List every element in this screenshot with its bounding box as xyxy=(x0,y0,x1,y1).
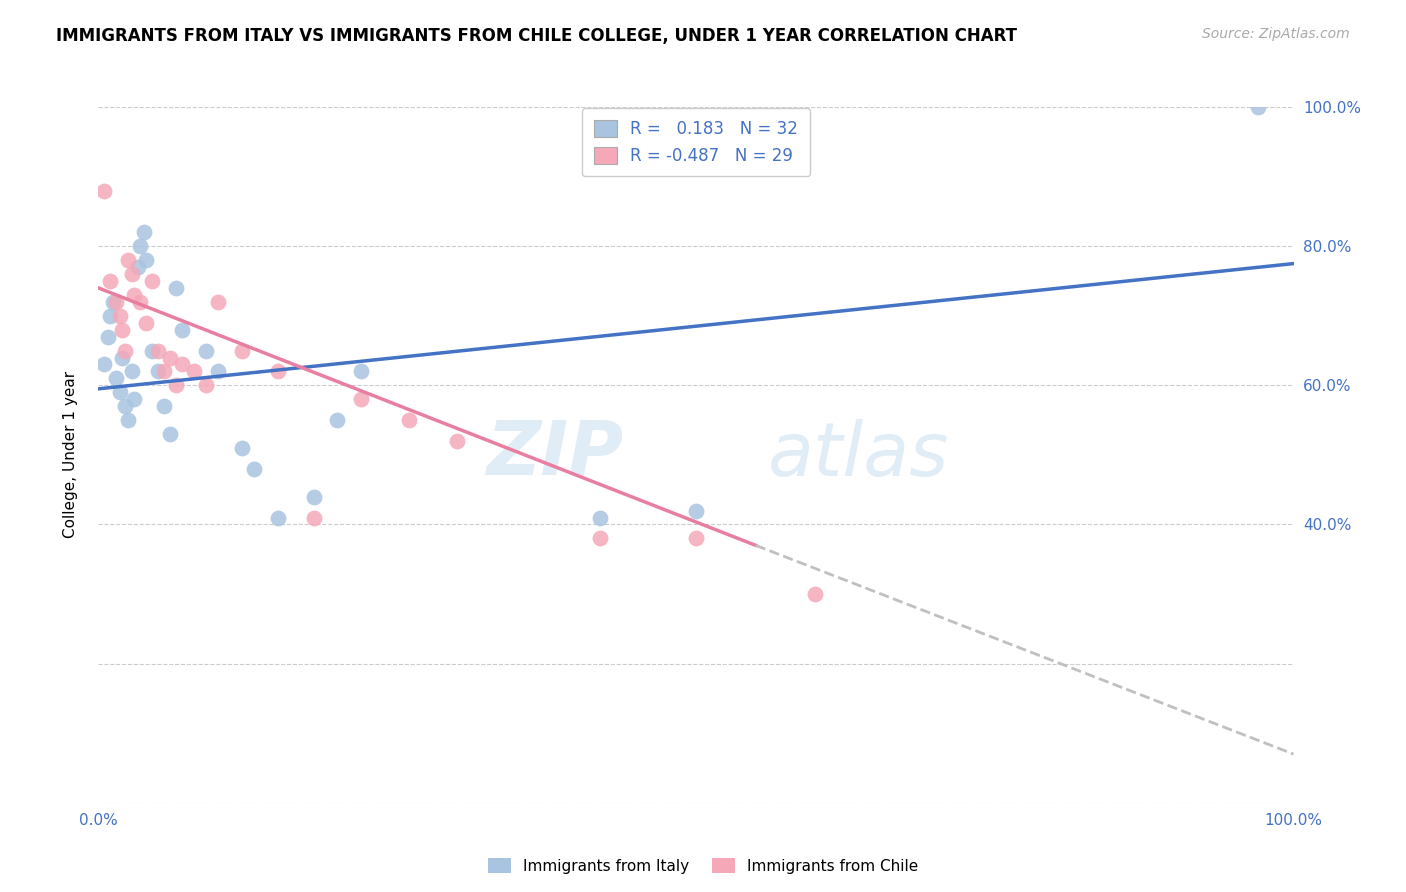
Point xyxy=(108,309,131,323)
Point xyxy=(350,364,373,378)
Legend: Immigrants from Italy, Immigrants from Chile: Immigrants from Italy, Immigrants from C… xyxy=(482,852,924,880)
Point xyxy=(207,294,229,309)
Point xyxy=(172,358,194,372)
Point xyxy=(135,253,157,268)
Point xyxy=(97,329,120,343)
Point xyxy=(129,239,152,253)
Y-axis label: College, Under 1 year: College, Under 1 year xyxy=(63,371,77,539)
Point xyxy=(127,260,149,274)
Point xyxy=(231,441,253,455)
Text: IMMIGRANTS FROM ITALY VS IMMIGRANTS FROM CHILE COLLEGE, UNDER 1 YEAR CORRELATION: IMMIGRANTS FROM ITALY VS IMMIGRANTS FROM… xyxy=(56,27,1017,45)
Point xyxy=(1246,100,1268,114)
Point xyxy=(111,323,134,337)
Point xyxy=(111,351,134,365)
Point xyxy=(165,378,187,392)
Point xyxy=(148,364,170,378)
Point xyxy=(302,490,325,504)
Point xyxy=(159,351,181,365)
Point xyxy=(589,532,612,546)
Point xyxy=(117,253,139,268)
Point xyxy=(105,371,128,385)
Point xyxy=(135,316,157,330)
Point xyxy=(129,294,152,309)
Point xyxy=(124,392,146,407)
Point xyxy=(93,184,115,198)
Point xyxy=(194,378,218,392)
Point xyxy=(685,503,707,517)
Point xyxy=(207,364,229,378)
Point xyxy=(108,385,131,400)
Point xyxy=(141,343,163,358)
Point xyxy=(685,532,707,546)
Point xyxy=(148,343,170,358)
Point xyxy=(194,343,218,358)
Point xyxy=(132,225,155,239)
Point xyxy=(302,510,325,524)
Point xyxy=(141,274,163,288)
Point xyxy=(159,427,181,442)
Point xyxy=(350,392,373,407)
Point xyxy=(105,294,128,309)
Point xyxy=(114,343,136,358)
Text: atlas: atlas xyxy=(768,419,949,491)
Point xyxy=(267,364,290,378)
Point xyxy=(121,267,143,281)
Point xyxy=(98,309,122,323)
Legend: R =   0.183   N = 32, R = -0.487   N = 29: R = 0.183 N = 32, R = -0.487 N = 29 xyxy=(582,109,810,177)
Point xyxy=(153,399,176,413)
Point xyxy=(114,399,136,413)
Point xyxy=(326,413,349,427)
Point xyxy=(398,413,420,427)
Point xyxy=(121,364,143,378)
Point xyxy=(446,434,468,448)
Text: Source: ZipAtlas.com: Source: ZipAtlas.com xyxy=(1202,27,1350,41)
Point xyxy=(153,364,176,378)
Point xyxy=(124,288,146,302)
Point xyxy=(243,462,266,476)
Point xyxy=(165,281,187,295)
Point xyxy=(98,274,122,288)
Point xyxy=(183,364,205,378)
Point xyxy=(267,510,290,524)
Point xyxy=(93,358,115,372)
Point xyxy=(117,413,139,427)
Point xyxy=(804,587,827,601)
Text: ZIP: ZIP xyxy=(486,418,624,491)
Point xyxy=(231,343,253,358)
Point xyxy=(101,294,124,309)
Point xyxy=(172,323,194,337)
Point xyxy=(589,510,612,524)
